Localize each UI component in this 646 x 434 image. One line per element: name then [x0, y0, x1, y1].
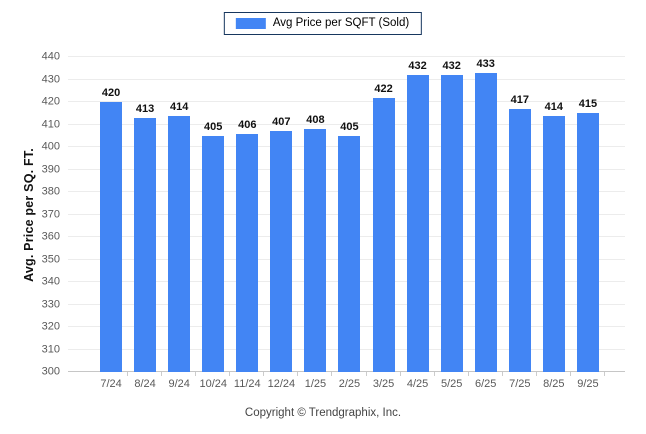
bar: 420 [100, 88, 123, 372]
x-tick-label: 12/24 [267, 378, 296, 390]
x-tick-label: 7/24 [100, 378, 122, 390]
x-tick-label: 3/25 [372, 378, 395, 390]
y-tick-label: 310 [41, 343, 60, 355]
bar-slot: 406 11/24 [230, 57, 265, 390]
gridline [68, 123, 625, 125]
legend-swatch-icon [235, 18, 266, 29]
y-axis-title: Avg. Price per SQ. FT. [18, 57, 40, 372]
bar-value-label: 405 [340, 120, 359, 133]
x-tick-label: 7/25 [509, 378, 531, 390]
y-tick-label: 370 [41, 208, 60, 220]
bar-value-label: 406 [238, 118, 257, 131]
y-axis-title-text: Avg. Price per SQ. FT. [22, 147, 36, 282]
x-tick-label: 6/25 [475, 378, 497, 390]
y-tick-label: 400 [41, 140, 60, 153]
x-tick-label: 4/25 [406, 378, 429, 390]
bar-value-label: 433 [476, 57, 495, 70]
bar: 432 [406, 61, 429, 372]
bar-slot: 433 6/25 [469, 57, 503, 390]
y-tick-label: 320 [41, 320, 60, 333]
bar-value-label: 405 [204, 120, 223, 133]
legend: Avg Price per SQFT (Sold) [223, 12, 423, 35]
bar-slot: 407 12/24 [264, 57, 299, 390]
bar-value-label: 408 [306, 114, 325, 126]
plot-area: 300 310 320 330 340 350 360 370 380 390 400 410 420 4… [42, 51, 625, 390]
bar-slot: 408 1/25 [298, 57, 333, 390]
bar-value-label: 432 [442, 60, 461, 72]
bar-value-label: 415 [578, 98, 598, 111]
bar-slot: 432 5/25 [435, 57, 469, 390]
y-tick-label: 430 [41, 73, 60, 86]
bar: 432 [440, 61, 463, 372]
bar: 406 [236, 119, 259, 372]
bar-slot: 405 10/24 [196, 57, 231, 390]
footer-copyright: Copyright © Trendgraphix, Inc. [244, 407, 402, 419]
x-tick-label: 1/25 [304, 378, 327, 390]
bar-slot: 432 4/25 [401, 57, 435, 390]
bars-row: 420 7/24 413 8/24 414 9/24 405 10/24 406 11/24 407… [68, 57, 625, 390]
bar-slot: 415 9/25 [571, 57, 606, 390]
bar-value-label: 414 [169, 100, 189, 113]
bar: 407 [270, 117, 293, 372]
y-tick-label: 420 [41, 95, 60, 108]
bar-value-label: 407 [272, 116, 291, 129]
gridline [68, 101, 625, 102]
x-tick-label: 9/25 [577, 378, 599, 390]
bar: 408 [304, 115, 327, 372]
bar: 405 [202, 121, 225, 372]
bar-value-label: 414 [544, 100, 564, 113]
bar-slot: 405 2/25 [332, 57, 367, 390]
x-tick-label: 5/25 [440, 378, 463, 390]
y-tick-label: 300 [41, 365, 60, 378]
bar-value-label: 413 [135, 102, 155, 115]
bar: 414 [542, 101, 565, 372]
x-tick-label: 8/25 [543, 378, 565, 390]
y-tick-label: 330 [41, 298, 60, 310]
bar-slot: 417 7/25 [503, 57, 537, 390]
x-tick-label: 11/24 [233, 378, 261, 390]
legend-label: Avg Price per SQFT (Sold) [272, 16, 410, 29]
bar-value-label: 432 [408, 60, 427, 72]
x-tick-label: 9/24 [168, 378, 190, 390]
y-tick-label: 440 [41, 50, 60, 63]
x-tick-label: 8/24 [134, 378, 156, 390]
bar: 417 [508, 94, 531, 372]
y-tick-label: 380 [41, 185, 60, 198]
bar: 415 [576, 99, 599, 372]
bar-slot: 422 3/25 [367, 57, 401, 390]
y-tick-label: 360 [41, 230, 60, 243]
bar-slot: 414 8/25 [537, 57, 571, 390]
gridline [68, 56, 625, 57]
gridline [68, 78, 625, 80]
bar-value-label: 417 [510, 93, 529, 106]
x-tick-label: 10/24 [199, 378, 227, 390]
y-tick-label: 340 [41, 275, 60, 288]
bar-slot: 414 9/24 [162, 57, 197, 390]
y-tick-label: 410 [41, 118, 60, 130]
bar: 405 [338, 121, 361, 372]
x-tick-label: 2/25 [338, 378, 361, 390]
bar-value-label: 420 [101, 87, 121, 99]
bar-value-label: 422 [374, 82, 393, 95]
y-tick-label: 350 [41, 253, 60, 265]
bar-slot: 420 7/24 [94, 57, 129, 390]
bar: 422 [372, 83, 395, 372]
y-tick-label: 390 [41, 163, 60, 175]
bar: 413 [134, 103, 157, 372]
bar-slot: 413 8/24 [128, 57, 163, 390]
bar: 414 [168, 101, 191, 372]
bar: 433 [474, 58, 497, 372]
